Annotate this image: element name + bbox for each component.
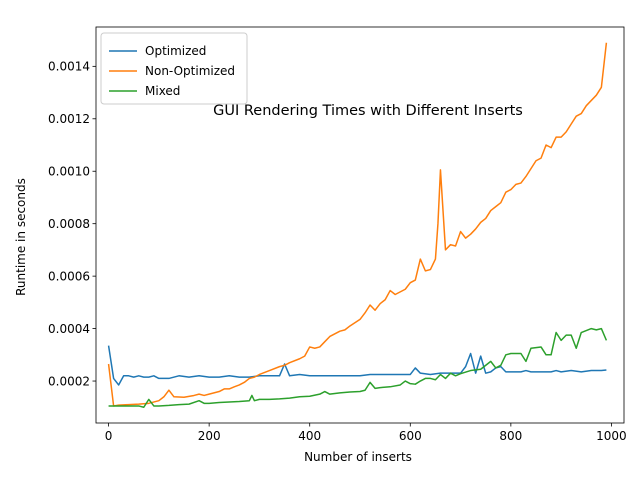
- legend-box: [100, 32, 248, 105]
- legend-label: Optimized: [145, 44, 206, 58]
- legend-label: Mixed: [145, 84, 180, 98]
- y-tick-label: 0.0004: [48, 322, 90, 336]
- legend: Optimized Non-Optimized Mixed: [100, 32, 248, 105]
- series-lines: [107, 42, 608, 409]
- series-line-mixed: [108, 327, 608, 409]
- y-tick-label: 0.0006: [48, 269, 90, 283]
- y-tick-label: 0.0012: [48, 112, 90, 126]
- y-tick-label: 0.0002: [48, 374, 90, 388]
- legend-label: Non-Optimized: [145, 64, 235, 78]
- x-tick-label: 0: [105, 429, 113, 443]
- series-line-non-optimized: [107, 42, 608, 407]
- chart-title: GUI Rendering Times with Different Inser…: [213, 103, 523, 119]
- x-tick-label: 400: [298, 429, 321, 443]
- x-axis-label: Number of inserts: [304, 450, 412, 464]
- plot-frame: [95, 26, 625, 424]
- axes: 0 200 400 600 800 1000 0.0002 0.0004 0.0006 0.000…: [48, 26, 627, 443]
- y-tick-label: 0.0008: [48, 217, 90, 231]
- x-tick-label: 200: [198, 429, 221, 443]
- y-tick-label: 0.0010: [48, 165, 90, 179]
- series-line-optimized: [107, 345, 607, 386]
- x-tick-label: 600: [399, 429, 422, 443]
- y-tick-label: 0.0014: [48, 60, 90, 74]
- y-axis-label: Runtime in seconds: [14, 178, 28, 296]
- plot-area: [107, 42, 608, 409]
- x-tick-label: 800: [499, 429, 522, 443]
- x-tick-label: 1000: [596, 429, 627, 443]
